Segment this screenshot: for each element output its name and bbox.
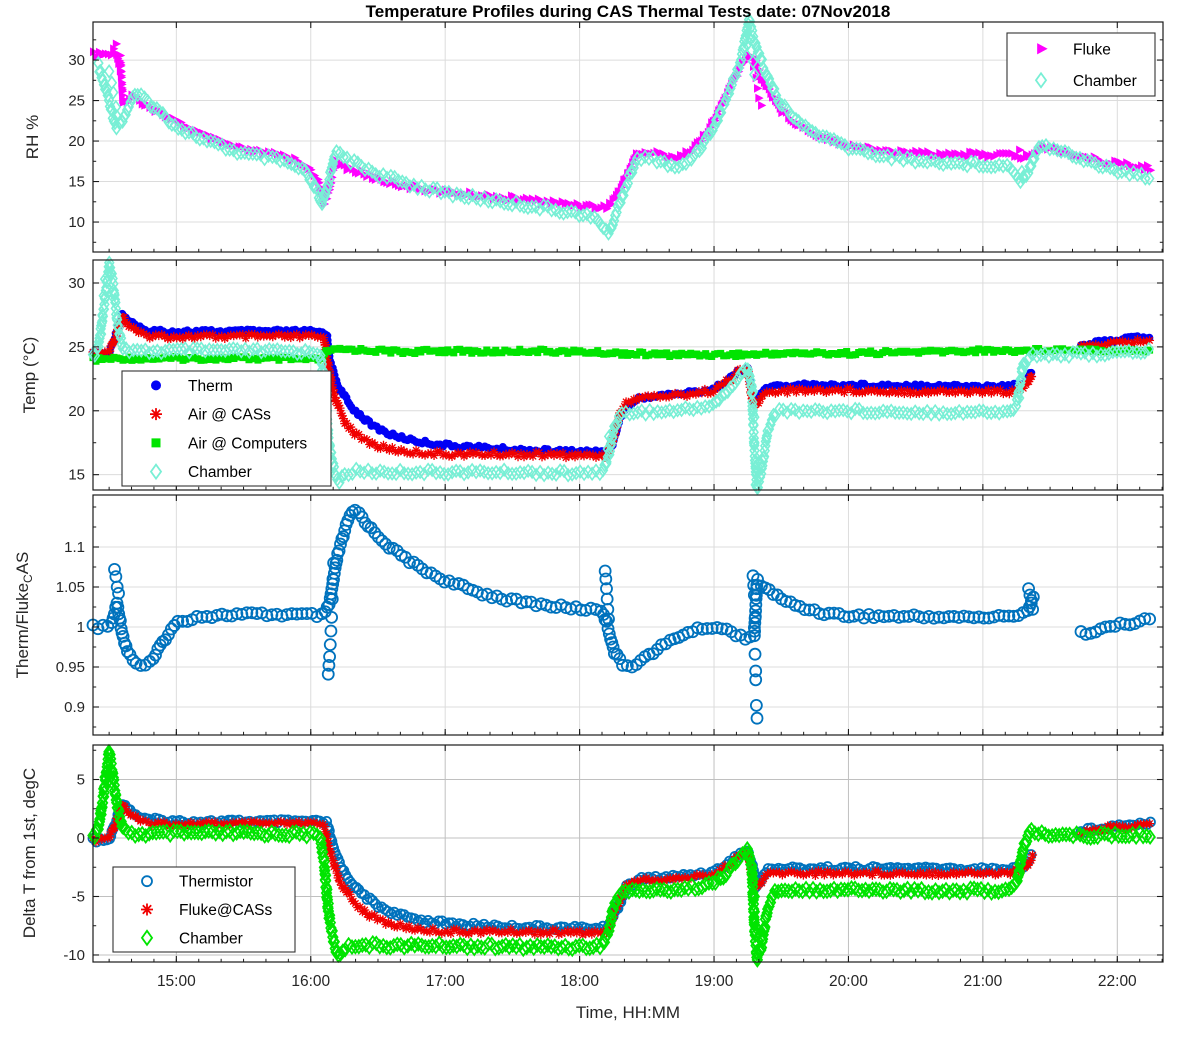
x-tick-label: 22:00 — [1098, 973, 1137, 990]
y-tick-label: 0 — [77, 830, 85, 847]
axes-box — [92, 259, 1164, 491]
legend-marker-diamond-open — [1034, 71, 1048, 89]
y-tick-label: 25 — [68, 93, 85, 110]
ylabel-ratio-sub: C — [21, 574, 36, 583]
legend-label: Chamber — [1073, 73, 1137, 90]
y-tick-label: 20 — [68, 133, 85, 150]
ylabel-ratio-rest: AS — [12, 551, 32, 575]
y-tick-label: 15 — [68, 174, 85, 191]
y-tick-label: 15 — [68, 467, 85, 484]
ylabel-temp: Temp (°C) — [20, 336, 39, 414]
x-tick-label: 17:00 — [426, 973, 465, 990]
series-therm — [89, 309, 1154, 458]
y-tick-label: 1.1 — [64, 539, 85, 556]
y-tick-label: 30 — [68, 275, 85, 292]
legend-marker-diamond-open — [140, 929, 154, 947]
series-therm-fluke-ratio — [86, 503, 1157, 725]
x-tick-label: 19:00 — [695, 973, 734, 990]
y-tick-label: 0.9 — [64, 699, 85, 716]
y-tick-label: 1.05 — [56, 579, 85, 596]
y-tick-label: 5 — [77, 772, 85, 789]
legend-label: Thermistor — [179, 874, 253, 891]
x-tick-label: 18:00 — [560, 973, 599, 990]
series-air-computers — [89, 344, 1154, 365]
xlabel-time: Time, HH:MM — [575, 1003, 681, 1022]
y-tick-label: -5 — [72, 888, 85, 905]
legend-marker-diamond-open — [149, 463, 163, 481]
subplot-3: 0.9 0.95 1 1.05 1.1 — [56, 494, 1164, 736]
x-tick-label: 16:00 — [291, 973, 330, 990]
axes-box — [92, 21, 1164, 253]
legend-marker-circle-open — [141, 875, 153, 887]
legend-label: Air @ CASs — [188, 407, 271, 424]
y-tick-label: 10 — [68, 214, 85, 231]
y-tick-label: -10 — [63, 947, 85, 964]
ylabel-ratio: Therm/FlukeCAS — [13, 552, 35, 679]
legend-subplot-1: Fluke Chamber — [1006, 32, 1156, 97]
x-tick-label: 15:00 — [157, 973, 196, 990]
ylabel-rh: RH % — [23, 114, 42, 160]
x-tick-label: 21:00 — [963, 973, 1002, 990]
ylabel-ratio-main: Therm/Fluke — [12, 582, 32, 679]
y-tick-label: 1 — [77, 619, 85, 636]
y-tick-label: 25 — [68, 339, 85, 356]
legend-label: Fluke@CASs — [179, 902, 273, 919]
legend-label: Chamber — [188, 464, 252, 481]
subplot-2: 15 20 25 30 Therm Air @ CASs Air @ Computers Ch… — [68, 255, 1164, 495]
subplot-4: -10 -5 0 5 15:00 16:00 17:00 18:00 19:00 20:00 21:… — [63, 743, 1164, 990]
legend-subplot-2: Therm Air @ CASs Air @ Computers Chamber — [121, 370, 332, 487]
legend-marker-circle-fill — [151, 380, 161, 391]
axes-box — [92, 494, 1164, 736]
ylabel-delta: Delta T from 1st, degC — [20, 767, 39, 939]
legend-label: Air @ Computers — [188, 435, 307, 452]
series-chamber — [93, 12, 1155, 241]
series-fluke — [89, 39, 1156, 214]
legend-label: Fluke — [1073, 41, 1111, 58]
axes-box — [92, 744, 1164, 963]
legend-marker-asterisk — [150, 408, 162, 421]
figure-title: Temperature Profiles during CAS Thermal … — [365, 2, 891, 21]
legend-marker-asterisk — [141, 903, 153, 916]
legend-marker-square-fill — [151, 438, 161, 448]
x-tick-label: 20:00 — [829, 973, 868, 990]
legend-label: Therm — [188, 378, 233, 395]
legend-subplot-4: Thermistor Fluke@CASs Chamber — [112, 866, 296, 953]
y-tick-label: 30 — [68, 52, 85, 69]
y-tick-label: 20 — [68, 403, 85, 420]
legend-box — [1006, 32, 1156, 97]
legend-marker-tri-right — [1037, 43, 1048, 55]
legend-label: Chamber — [179, 930, 243, 947]
subplot-1: 10 15 20 25 30 Fluke Chamber — [68, 12, 1164, 253]
y-tick-label: 0.95 — [56, 659, 85, 676]
